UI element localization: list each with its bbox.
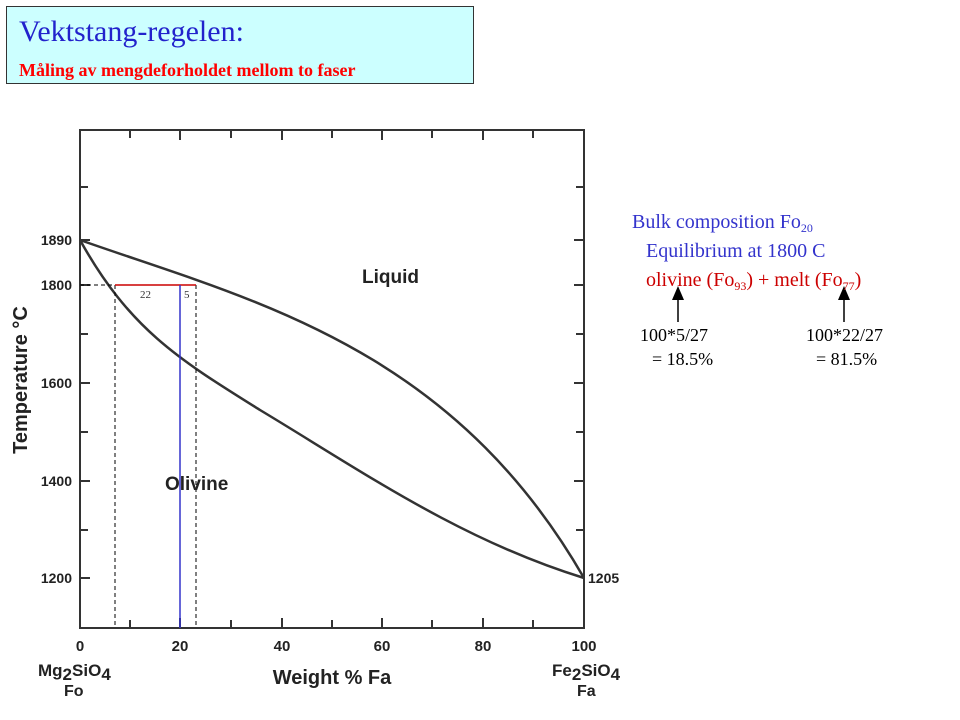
bulk-composition-text: Bulk composition Fo20 [632, 211, 813, 235]
slide-title: Vektstang-regelen: [19, 15, 244, 48]
label-1205: 1205 [588, 570, 619, 586]
equilibrium-text: Equilibrium at 1800 C [646, 240, 826, 262]
field-label-liquid: Liquid [362, 267, 419, 288]
x-tick-label: 40 [274, 638, 291, 655]
endmember-right-abbr: Fa [577, 683, 596, 700]
calc-right-expression: 100*22/27 [806, 325, 884, 345]
endmember-left-abbr: Fo [64, 683, 84, 700]
x-axis-label: Weight % Fa [273, 667, 392, 689]
arrow-right [838, 286, 850, 322]
arrow-left [672, 286, 684, 322]
x-ticks-bottom [129, 618, 534, 628]
slide-subtitle: Måling av mengdeforholdet mellom to fase… [19, 60, 356, 80]
title-box: Vektstang-regelen: Måling av mengdeforho… [6, 6, 474, 84]
y-tick-label: 1600 [41, 375, 72, 391]
field-label-olivine: Olivine [165, 474, 228, 495]
y-ticks-right [574, 186, 584, 531]
lever-arm-left: 22 [140, 289, 151, 301]
lever-arm-right: 5 [184, 289, 190, 301]
x-tick-label: 100 [571, 638, 596, 655]
liquidus-curve [79, 238, 586, 579]
y-axis-label: Temperature °C [10, 306, 32, 454]
y-tick-label: 1890 [41, 232, 72, 248]
endmember-right-formula: Fe2SiO4 [552, 661, 621, 684]
calc-left-expression: 100*5/27 [640, 325, 709, 345]
plot-frame [79, 129, 585, 629]
calc-right-result: = 81.5% [816, 349, 878, 369]
x-tick-label: 20 [172, 638, 189, 655]
solidus-curve [78, 239, 585, 580]
y-tick-label: 1400 [41, 473, 72, 489]
x-tick-label: 80 [475, 638, 492, 655]
y-tick-label: 1200 [41, 570, 72, 586]
phases-text: olivine (Fo93) + melt (Fo77) [646, 269, 862, 293]
calc-left-result: = 18.5% [652, 349, 714, 369]
endmember-left-formula: Mg2SiO4 [38, 661, 111, 684]
y-ticks-left [80, 186, 90, 579]
y-tick-label: 1800 [41, 277, 72, 293]
x-tick-label: 60 [374, 638, 391, 655]
x-tick-label: 0 [76, 638, 84, 655]
x-ticks-top [129, 130, 534, 140]
